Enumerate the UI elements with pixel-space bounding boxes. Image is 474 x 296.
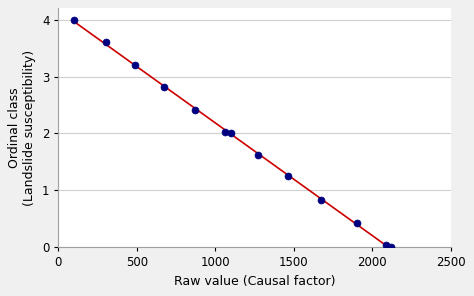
X-axis label: Raw value (Causal factor): Raw value (Causal factor) [174, 275, 336, 288]
Y-axis label: Ordinal class
(Landslide susceptibility): Ordinal class (Landslide susceptibility) [9, 50, 36, 206]
